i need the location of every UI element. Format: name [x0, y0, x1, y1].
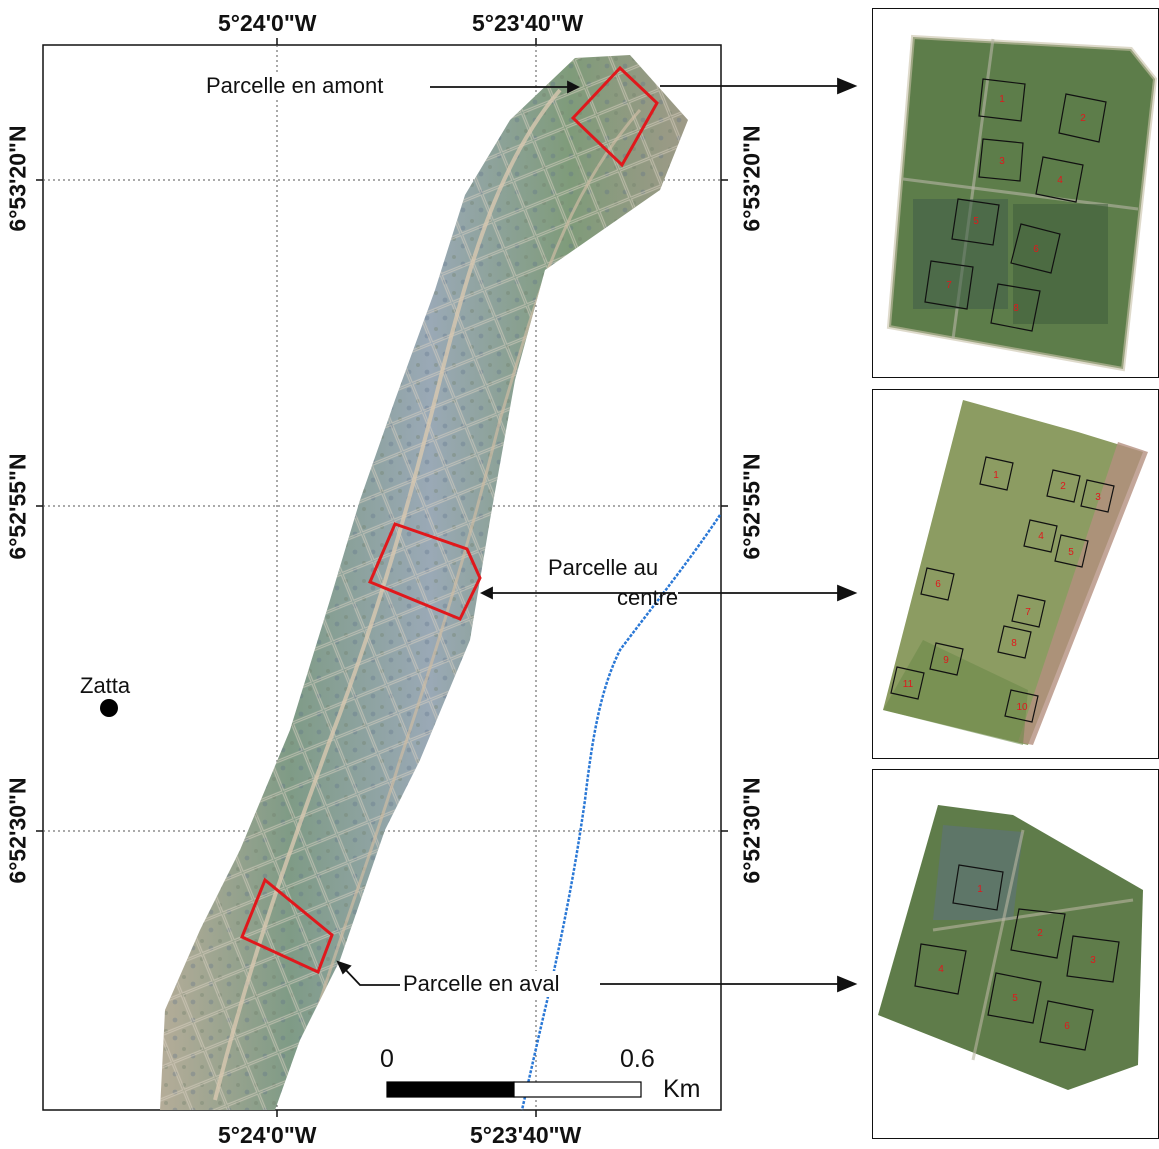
inset-upstream-plot-8: 8: [1013, 303, 1019, 314]
inset-upstream-plot-7: 7: [946, 280, 952, 291]
inset-center-plot-2: 2: [1060, 481, 1066, 492]
inset-downstream: 1 2 3 4 5 6: [872, 769, 1159, 1139]
scalebar-end-label: 0.6: [620, 1045, 655, 1073]
river: [520, 514, 722, 1111]
inset-upstream-plot-3: 3: [999, 156, 1005, 167]
parcel-upstream-outline: [570, 65, 659, 168]
inset-center: 1 2 3 4 5 6 7 8 9 11 10: [872, 389, 1159, 759]
inset-downstream-plot-4: 4: [938, 964, 944, 975]
label-parcel-center-line2: centre: [617, 585, 679, 610]
inset-downstream-image: 1 2 3 4 5 6: [878, 805, 1143, 1090]
inset-upstream-plot-1: 1: [999, 94, 1005, 105]
inset-upstream-image: 1 2 3 4 5 6 7 8: [886, 34, 1158, 372]
label-parcel-center-line1: Parcelle au: [548, 555, 659, 580]
inset-center-plot-6: 6: [935, 579, 941, 590]
scalebar-start-label: 0: [380, 1045, 394, 1073]
lon-label-bottom-1: 5°24'0"W: [218, 1122, 317, 1148]
inset-upstream-plot-6: 6: [1033, 244, 1039, 255]
inset-center-plot-3: 3: [1095, 492, 1101, 503]
scalebar-unit-label: Km: [663, 1075, 701, 1103]
parcel-downstream-outline: [240, 877, 334, 975]
inset-center-plot-9: 9: [943, 655, 949, 666]
scalebar: [386, 1081, 642, 1098]
label-town: Zatta: [80, 673, 131, 698]
inset-center-plot-4: 4: [1038, 531, 1044, 542]
parcel-center-outline: [368, 522, 482, 621]
inset-center-plot-8: 8: [1011, 638, 1017, 649]
label-parcel-upstream: Parcelle en amont: [203, 73, 387, 99]
inset-center-plot-5: 5: [1068, 547, 1074, 558]
inset-downstream-plot-2: 2: [1037, 928, 1043, 939]
inset-downstream-plot-6: 6: [1064, 1021, 1070, 1032]
inset-center-plot-11: 11: [903, 679, 914, 690]
inset-upstream-plot-5: 5: [973, 216, 979, 227]
label-parcel-downstream: Parcelle en aval: [400, 971, 563, 997]
inset-center-plot-7: 7: [1025, 607, 1031, 618]
lon-label-bottom-2: 5°23'40"W: [470, 1122, 582, 1148]
inset-downstream-plot-5: 5: [1012, 993, 1018, 1004]
inset-upstream: 1 2 3 4 5 6 7 8: [872, 8, 1159, 378]
inset-center-plot-10: 10: [1016, 702, 1028, 713]
inset-downstream-plot-1: 1: [977, 884, 983, 895]
inset-downstream-plot-3: 3: [1090, 955, 1096, 966]
inset-upstream-plot-2: 2: [1080, 113, 1086, 124]
inset-center-image: 1 2 3 4 5 6 7 8 9 11 10: [883, 400, 1148, 745]
lon-label-top-2: 5°23'40"W: [472, 10, 584, 36]
inset-upstream-plot-4: 4: [1057, 175, 1063, 186]
lon-label-top-1: 5°24'0"W: [218, 10, 317, 36]
town-point: [100, 699, 118, 717]
inset-center-plot-1: 1: [993, 470, 999, 481]
